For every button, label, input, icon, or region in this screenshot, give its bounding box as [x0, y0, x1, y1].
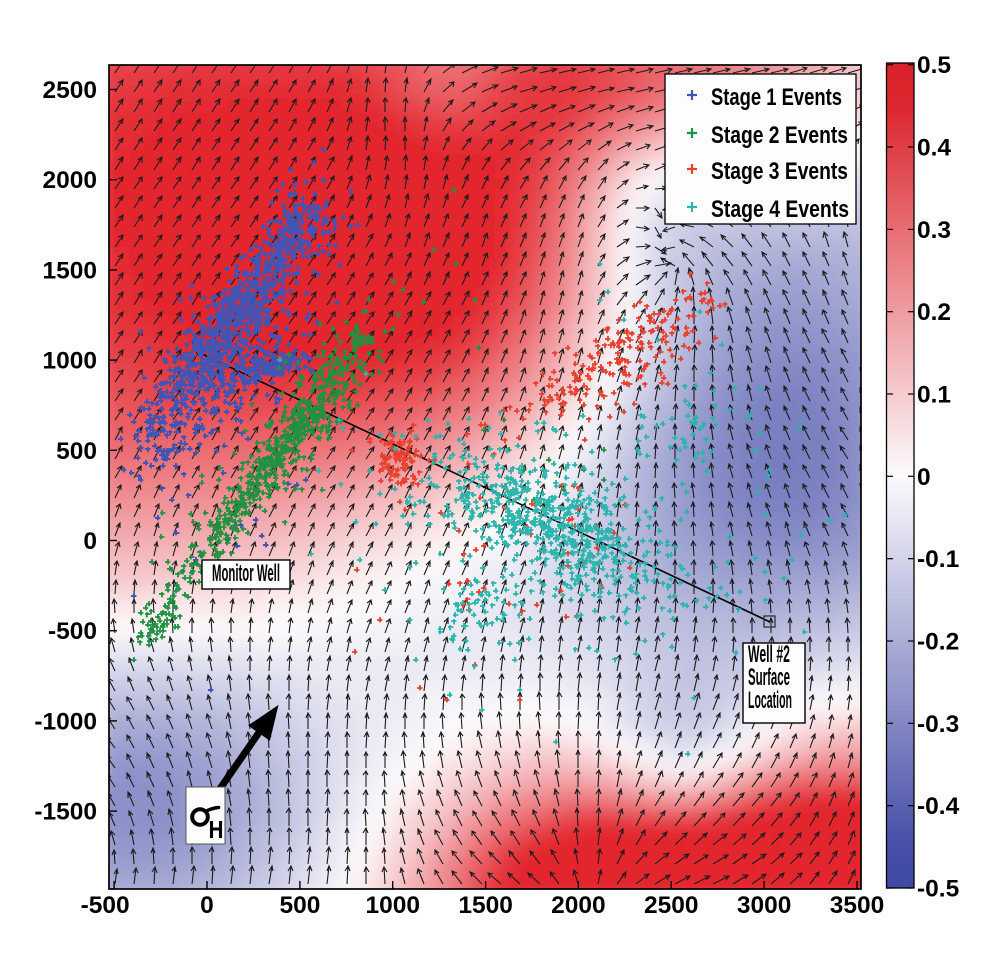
svg-text:Stage 1 Events: Stage 1 Events — [711, 84, 842, 111]
svg-text:-0.4: -0.4 — [917, 793, 960, 820]
svg-text:2000: 2000 — [42, 167, 97, 194]
svg-text:3000: 3000 — [737, 892, 792, 919]
svg-text:-1500: -1500 — [34, 799, 97, 826]
svg-text:-0.3: -0.3 — [917, 711, 959, 738]
svg-text:Stage 2 Events: Stage 2 Events — [711, 122, 848, 149]
svg-text:500: 500 — [56, 438, 97, 465]
svg-text:Stage 3 Events: Stage 3 Events — [711, 158, 848, 185]
svg-text:1500: 1500 — [458, 892, 513, 919]
svg-text:1000: 1000 — [42, 348, 97, 375]
svg-text:-500: -500 — [48, 618, 97, 645]
svg-text:0: 0 — [200, 892, 214, 919]
svg-text:2000: 2000 — [551, 892, 606, 919]
svg-text:-0.1: -0.1 — [917, 546, 959, 573]
svg-text:0.1: 0.1 — [917, 382, 951, 409]
svg-text:0.3: 0.3 — [917, 217, 951, 244]
svg-text:2500: 2500 — [42, 77, 97, 104]
svg-text:Monitor Well: Monitor Well — [212, 560, 280, 587]
svg-text:0: 0 — [83, 528, 97, 555]
svg-text:Surface: Surface — [748, 664, 790, 691]
svg-text:0.5: 0.5 — [917, 52, 951, 79]
svg-text:2500: 2500 — [644, 892, 699, 919]
svg-text:Well #2: Well #2 — [748, 641, 790, 668]
svg-text:Stage 4 Events: Stage 4 Events — [711, 196, 849, 223]
svg-text:1500: 1500 — [42, 257, 97, 284]
svg-text:-1000: -1000 — [34, 708, 97, 735]
svg-text:-0.2: -0.2 — [917, 629, 959, 656]
svg-text:0.4: 0.4 — [917, 135, 951, 162]
svg-text:0: 0 — [917, 464, 931, 491]
svg-text:Location: Location — [748, 687, 792, 714]
svg-text:-500: -500 — [81, 892, 130, 919]
svg-text:500: 500 — [279, 892, 320, 919]
svg-text:1000: 1000 — [365, 892, 420, 919]
svg-text:-0.5: -0.5 — [917, 876, 959, 903]
svg-text:0.2: 0.2 — [917, 299, 951, 326]
svg-text:3500: 3500 — [830, 892, 885, 919]
